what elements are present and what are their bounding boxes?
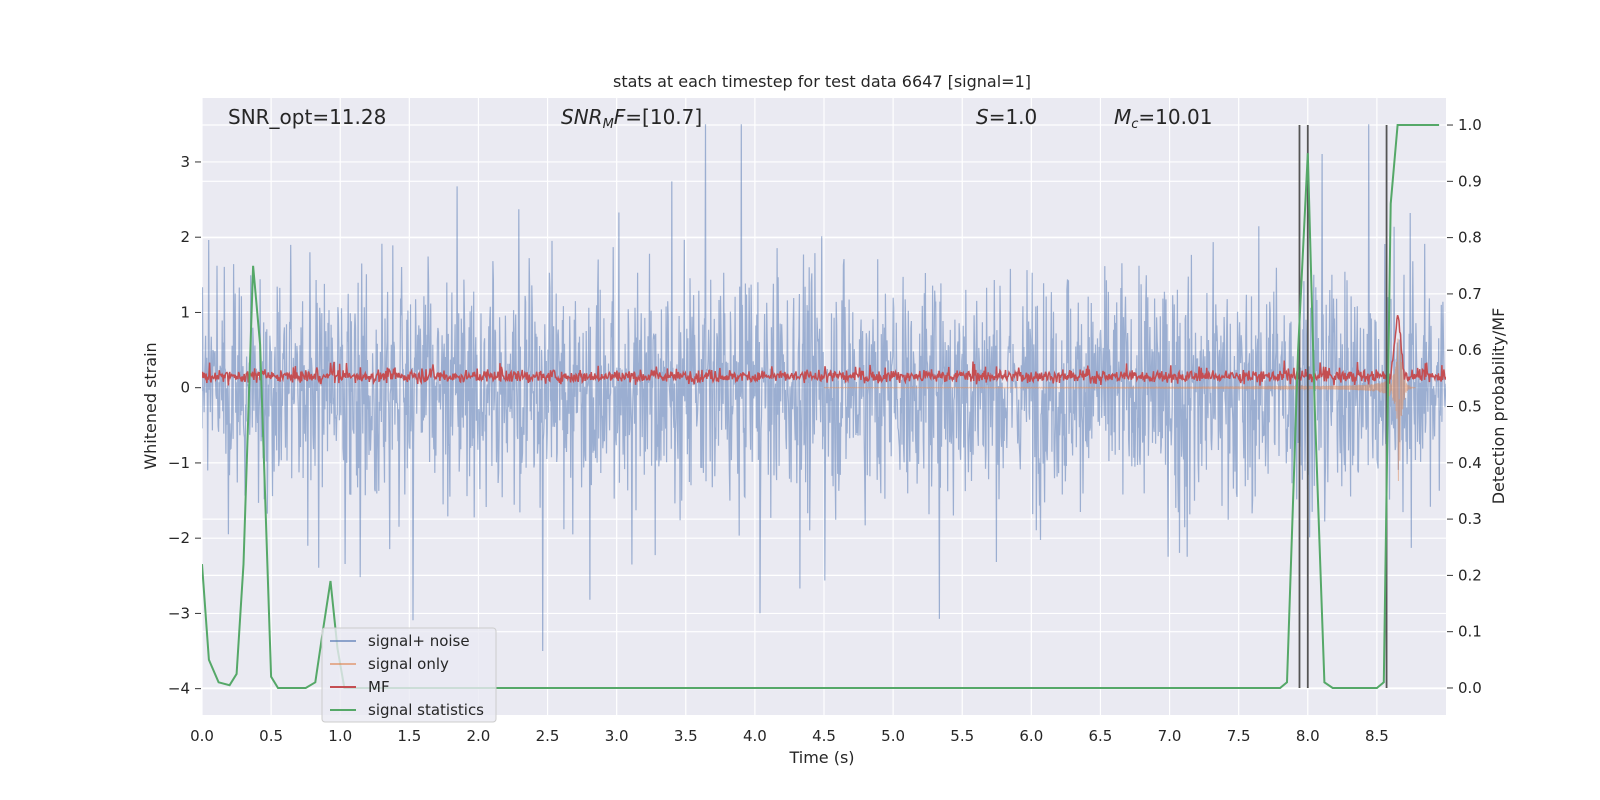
x-tick-label: 7.0 [1158,727,1182,745]
legend-box [321,627,497,723]
legend-label: signal+ noise [368,632,470,650]
y-tick-label: 1 [180,303,190,321]
y-tick-label: −3 [168,604,190,622]
y2-tick-label: 0.5 [1458,398,1482,416]
x-tick-label: 1.5 [397,727,421,745]
x-tick-label: 0.5 [259,727,283,745]
x-tick-label: 5.5 [950,727,974,745]
vertical-markers [1298,125,1388,688]
x-tick-label: 6.0 [1019,727,1043,745]
legend-label: signal statistics [368,701,484,719]
y-tick-label: −2 [168,529,190,547]
x-tick-label: 3.5 [674,727,698,745]
x-tick-label: 3.0 [605,727,629,745]
annotation-snr-opt: SNR_opt=11.28 [228,105,386,129]
y2-tick-label: 0.7 [1458,285,1482,303]
y2-axis-ticks: 0.0 0.1 0.2 0.3 0.4 0.5 0.6 0.7 0.8 0.9 1.0 [1447,116,1482,697]
annotation-s: S=1.0 [976,105,1037,129]
x-tick-label: 2.5 [536,727,560,745]
x-tick-label: 4.0 [743,727,767,745]
y-axis-label: Whitened strain [141,342,160,469]
y2-tick-label: 0.9 [1458,172,1482,190]
y2-tick-label: 0.6 [1458,341,1482,359]
annotation-snr-mf: SNRMF=[10.7] [561,105,702,132]
x-tick-label: 8.5 [1365,727,1389,745]
y-tick-label: −1 [168,454,190,472]
series-signal-only [823,338,1416,482]
x-axis-ticks: 0.0 0.5 1.0 1.5 2.0 2.5 3.0 3.5 4.0 4.5 5.0 5.5 6.0 6… [190,727,1389,745]
y-tick-label: 3 [180,153,190,171]
y-tick-label: 2 [180,228,190,246]
series-signal-statistics [202,124,1440,689]
y2-tick-label: 0.2 [1458,566,1482,584]
y2-tick-label: 0.1 [1458,623,1482,641]
y2-tick-label: 1.0 [1458,116,1482,134]
annotation-mc: Mc=10.01 [1114,105,1212,132]
legend-label: signal only [368,655,449,673]
y2-axis-label: Detection probability/MF [1489,308,1508,505]
x-tick-label: 0.0 [190,727,214,745]
chart-title: stats at each timestep for test data 664… [613,72,1031,91]
y-axis-ticks: −4 −3 −2 −1 0 1 2 3 [168,153,201,698]
x-tick-label: 2.0 [467,727,491,745]
y2-tick-label: 0.4 [1458,454,1482,472]
x-tick-label: 1.0 [328,727,352,745]
x-tick-label: 6.5 [1089,727,1113,745]
legend-items: signal+ noise signal only MF signal statist… [330,632,484,719]
x-axis-label: Time (s) [788,748,854,767]
y-tick-label: −4 [168,680,190,698]
x-tick-label: 5.0 [881,727,905,745]
y2-tick-label: 0.0 [1458,679,1482,697]
x-tick-label: 7.5 [1227,727,1251,745]
y2-tick-label: 0.8 [1458,229,1482,247]
series-signal-noise [202,124,1446,652]
y2-tick-label: 0.3 [1458,510,1482,528]
series-mf [202,314,1446,386]
legend: signal+ noise signal only MF signal statist… [321,627,497,723]
legend-label: MF [368,678,390,696]
x-tick-label: 8.0 [1296,727,1320,745]
y-tick-label: 0 [180,379,190,397]
x-tick-label: 4.5 [812,727,836,745]
series-layer [202,124,1446,689]
